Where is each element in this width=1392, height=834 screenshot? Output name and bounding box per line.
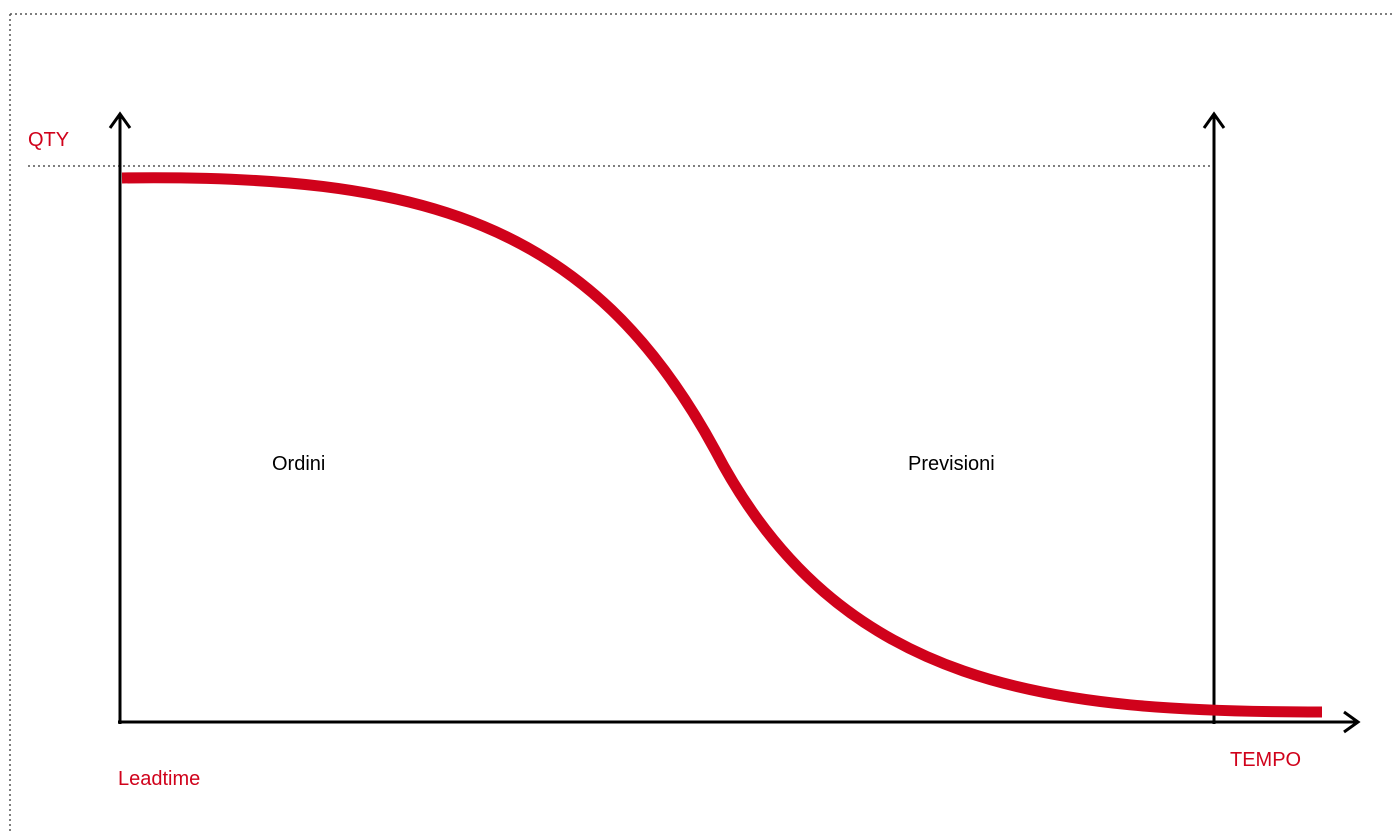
y-axis-left xyxy=(108,111,132,724)
y-axis-left-arrowhead xyxy=(108,111,132,129)
left-region-label: Ordini xyxy=(272,453,325,475)
orders-forecast-curve xyxy=(121,172,1323,718)
y-axis-right xyxy=(1202,111,1226,724)
y-axis-label: QTY xyxy=(28,129,69,151)
x-axis-label: TEMPO xyxy=(1230,749,1301,771)
y-axis-right-arrowhead xyxy=(1202,111,1226,129)
x-axis xyxy=(118,710,1361,734)
origin-label: Leadtime xyxy=(118,768,200,790)
x-axis-arrowhead xyxy=(1343,710,1361,734)
right-region-label: Previsioni xyxy=(908,453,995,475)
